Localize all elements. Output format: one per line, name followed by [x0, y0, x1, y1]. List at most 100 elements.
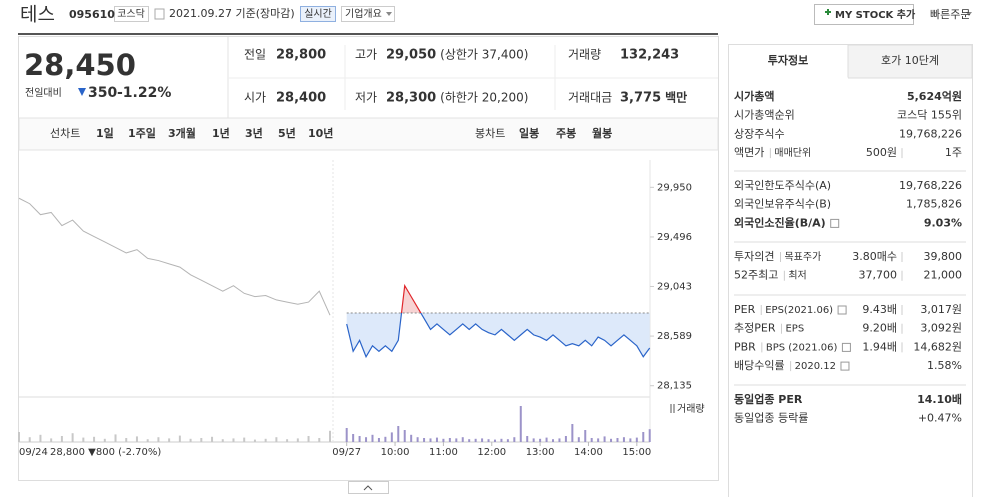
- candle-tab[interactable]: 월봉: [592, 126, 612, 140]
- candle-tab[interactable]: 일봉: [519, 126, 539, 140]
- mystock[interactable]: MY STOCK 추가: [835, 8, 916, 21]
- realtime-badge[interactable]: [300, 6, 336, 22]
- volume-bar: [178, 435, 181, 442]
- info-label: 시가총액순위: [734, 109, 795, 122]
- info-value: 14,682원: [913, 340, 962, 353]
- candle-tab[interactable]: 주봉: [556, 127, 576, 140]
- quote-value: 132,243: [620, 48, 679, 63]
- volume-bar: [603, 436, 606, 442]
- volume-bar: [286, 439, 289, 442]
- change: 350: [88, 85, 117, 101]
- volume-bar: [146, 439, 149, 442]
- volume-bar: [221, 439, 224, 442]
- info-value: 9.20배: [862, 322, 897, 335]
- volume-bar: [635, 437, 638, 442]
- info-tab-bg[interactable]: [847, 44, 973, 79]
- collapse-button[interactable]: [348, 481, 389, 494]
- volume-bar: [114, 434, 117, 442]
- prev-label: 09/24: [19, 447, 48, 458]
- volume-bar: [487, 439, 490, 442]
- period-tab[interactable]: 1일: [96, 126, 114, 140]
- volume-bar: [168, 438, 171, 442]
- info-value: 1.94배: [862, 340, 897, 353]
- period-tab[interactable]: 5년: [278, 126, 296, 140]
- volume-bar: [610, 438, 613, 442]
- volume-bar: [648, 429, 651, 442]
- volume-bar: [513, 437, 516, 442]
- info-value: 19,768,226: [899, 179, 962, 192]
- info-label: 최저: [788, 270, 806, 282]
- info-value: 21,000: [924, 269, 963, 282]
- overview-button[interactable]: [341, 6, 395, 22]
- volume-bar: [352, 434, 355, 442]
- volume-bar: [423, 438, 426, 442]
- volume-bar: [377, 438, 380, 442]
- x-tick-label: 09/27: [332, 447, 361, 458]
- volume-bar: [584, 430, 587, 442]
- volume-bar: [200, 438, 203, 442]
- realtime: 실시간: [304, 8, 332, 20]
- period-tab[interactable]: 3년: [245, 126, 263, 140]
- volume-bar: [429, 438, 432, 442]
- stock-name: 테스: [20, 4, 55, 26]
- quote-note: (상한가 37,400): [440, 48, 528, 62]
- info-tab[interactable]: 호가 10단계: [881, 54, 939, 67]
- volume-bar: [371, 434, 374, 442]
- volume-bar: [157, 437, 160, 442]
- date: 2021.09.27 기준(장마감): [169, 7, 295, 20]
- quick-order[interactable]: 빠른주문: [930, 8, 970, 21]
- chart-tabs: [18, 117, 719, 151]
- x-tick-label: 13:00: [526, 447, 555, 458]
- info-value: 5,624억원: [907, 89, 962, 103]
- quote-value: 3,775: [620, 91, 661, 106]
- info-value: 3,017원: [920, 303, 962, 316]
- info-label: PER: [734, 303, 756, 316]
- period-tab[interactable]: 1년: [212, 126, 230, 140]
- help-icon[interactable]: [837, 305, 847, 315]
- left-panel: [18, 36, 719, 481]
- info-value: 3,092원: [920, 322, 962, 335]
- price: 28,450: [24, 48, 136, 82]
- info-value: 19,768,226: [899, 127, 962, 140]
- info-value: 1.58%: [927, 359, 962, 372]
- caret: [386, 12, 392, 16]
- help-icon[interactable]: [840, 361, 850, 371]
- y-tick-label: 28,589: [657, 331, 692, 342]
- info-value: 39,800: [924, 250, 963, 263]
- info-tab[interactable]: 투자정보: [768, 53, 808, 67]
- info-label: 52주최고: [734, 269, 778, 282]
- volume-bar: [616, 438, 619, 442]
- volume-bar: [590, 438, 593, 442]
- info-label: 추정PER: [734, 322, 776, 335]
- info-value: 3.80매수: [852, 250, 897, 263]
- down-triangle: [78, 88, 86, 96]
- period-tab[interactable]: 3개월: [168, 126, 196, 140]
- volume-bar: [416, 437, 419, 442]
- overview: 기업개요: [345, 7, 382, 20]
- volume-bar: [189, 438, 192, 442]
- volume-bar: [264, 438, 267, 442]
- x-tick-label: 11:00: [429, 447, 458, 458]
- help-icon[interactable]: [830, 218, 840, 228]
- volume-bar: [448, 438, 451, 442]
- info-label: BPS (2021.06): [766, 342, 838, 353]
- volume-bar: [461, 437, 464, 442]
- volume-bar: [211, 436, 214, 442]
- info-label: 동일업종 등락률: [734, 411, 808, 425]
- info-label: EPS: [785, 324, 804, 335]
- mystock-button[interactable]: [814, 4, 914, 25]
- info-value: 1주: [945, 146, 962, 159]
- volume-bar: [500, 438, 503, 442]
- volume-bar: [474, 438, 477, 442]
- tab-label: 봉차트: [475, 127, 505, 140]
- volume-bar: [410, 434, 413, 442]
- quote-value: 28,300: [386, 91, 436, 106]
- price-line: [346, 313, 651, 359]
- quote-label: 거래량: [568, 48, 601, 62]
- help-icon[interactable]: [841, 342, 851, 352]
- volume-bar: [526, 436, 529, 442]
- period-tab[interactable]: 1주일: [128, 126, 156, 140]
- period-tab[interactable]: 10년: [308, 126, 333, 140]
